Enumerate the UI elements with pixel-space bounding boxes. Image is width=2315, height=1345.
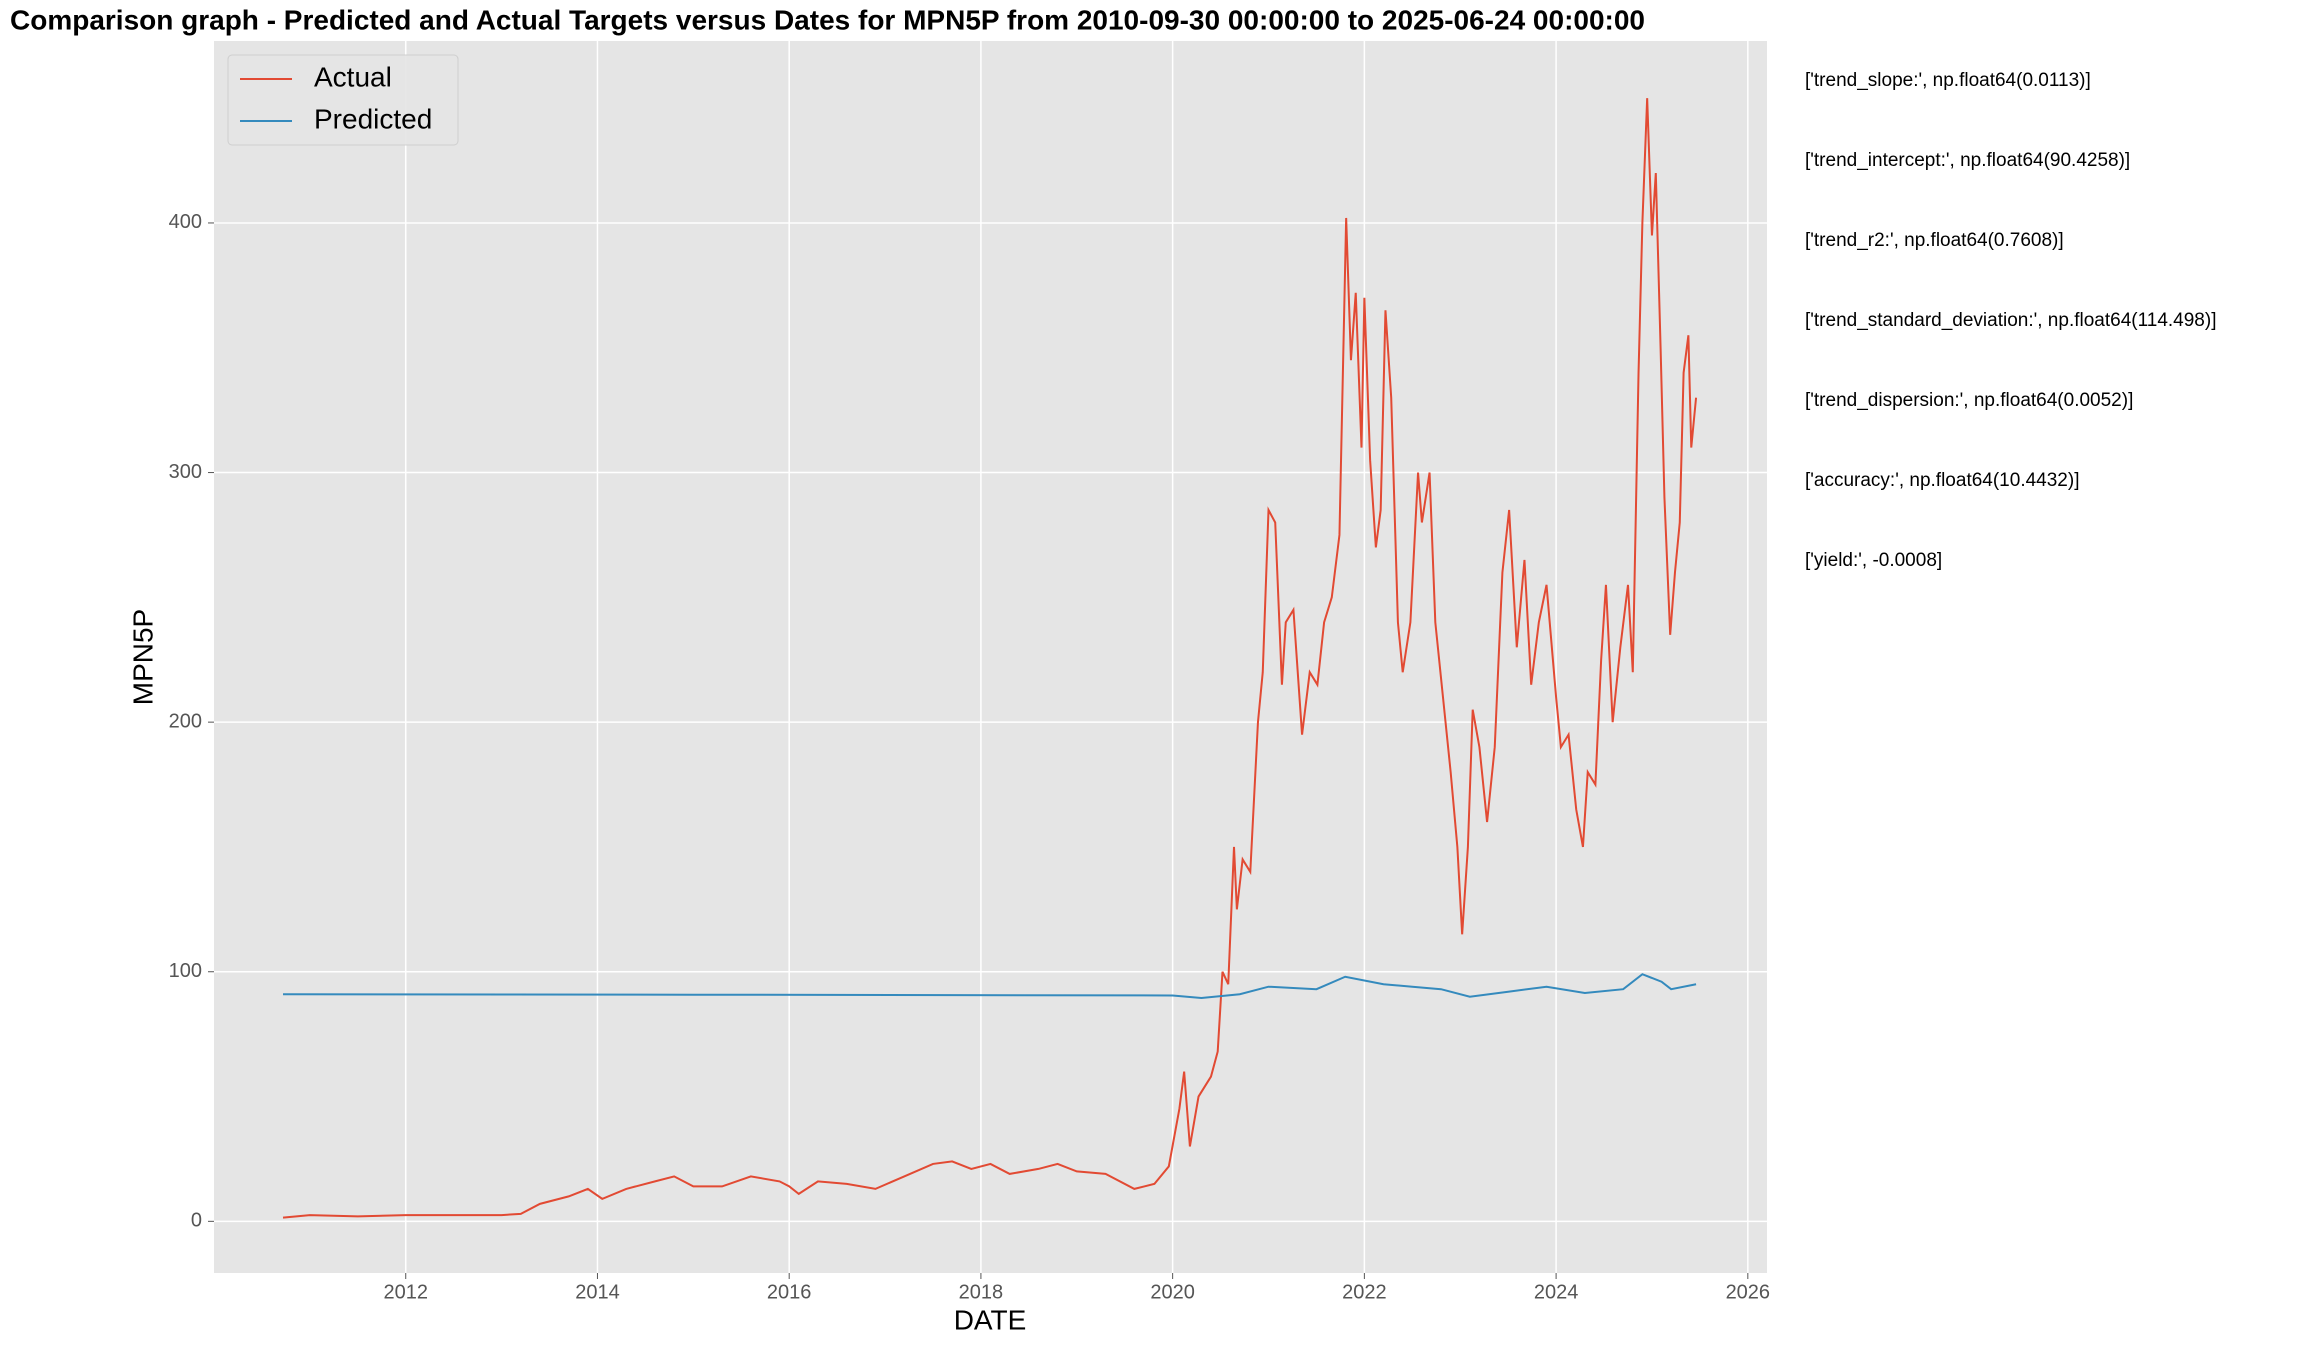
- chart-title: Comparison graph - Predicted and Actual …: [10, 4, 1645, 35]
- x-tick-label: 2020: [1150, 1281, 1195, 1303]
- x-tick-label: 2026: [1726, 1281, 1771, 1303]
- x-tick-label: 2022: [1342, 1281, 1387, 1303]
- annotation: ['accuracy:', np.float64(10.4432)]: [1805, 470, 2079, 491]
- y-tick-label: 0: [191, 1210, 202, 1232]
- annotation: ['trend_standard_deviation:', np.float64…: [1805, 310, 2216, 331]
- legend-label: Predicted: [314, 103, 432, 134]
- x-tick-label: 2014: [575, 1281, 620, 1303]
- x-tick-label: 2018: [959, 1281, 1004, 1303]
- annotation: ['trend_slope:', np.float64(0.0113)]: [1805, 70, 2091, 91]
- y-axis-label: MPN5P: [127, 609, 158, 705]
- y-tick-label: 100: [169, 960, 202, 982]
- annotation: ['trend_dispersion:', np.float64(0.0052)…: [1805, 390, 2133, 411]
- line-series: [283, 973, 1697, 999]
- annotation: ['trend_intercept:', np.float64(90.4258)…: [1805, 150, 2130, 171]
- legend-label: Actual: [314, 61, 392, 92]
- annotation: ['trend_r2:', np.float64(0.7608)]: [1805, 230, 2064, 251]
- y-tick-label: 200: [169, 710, 202, 732]
- y-tick-label: 400: [169, 211, 202, 233]
- line-series: [282, 98, 1698, 1219]
- x-axis-label: DATE: [954, 1304, 1027, 1335]
- x-tick-label: 2012: [383, 1281, 428, 1303]
- x-tick-label: 2024: [1534, 1281, 1579, 1303]
- x-tick-label: 2016: [767, 1281, 812, 1303]
- legend-box: [227, 54, 459, 146]
- y-tick-label: 300: [169, 461, 202, 483]
- plot-area: [214, 41, 1767, 1273]
- annotation: ['yield:', -0.0008]: [1805, 550, 1942, 571]
